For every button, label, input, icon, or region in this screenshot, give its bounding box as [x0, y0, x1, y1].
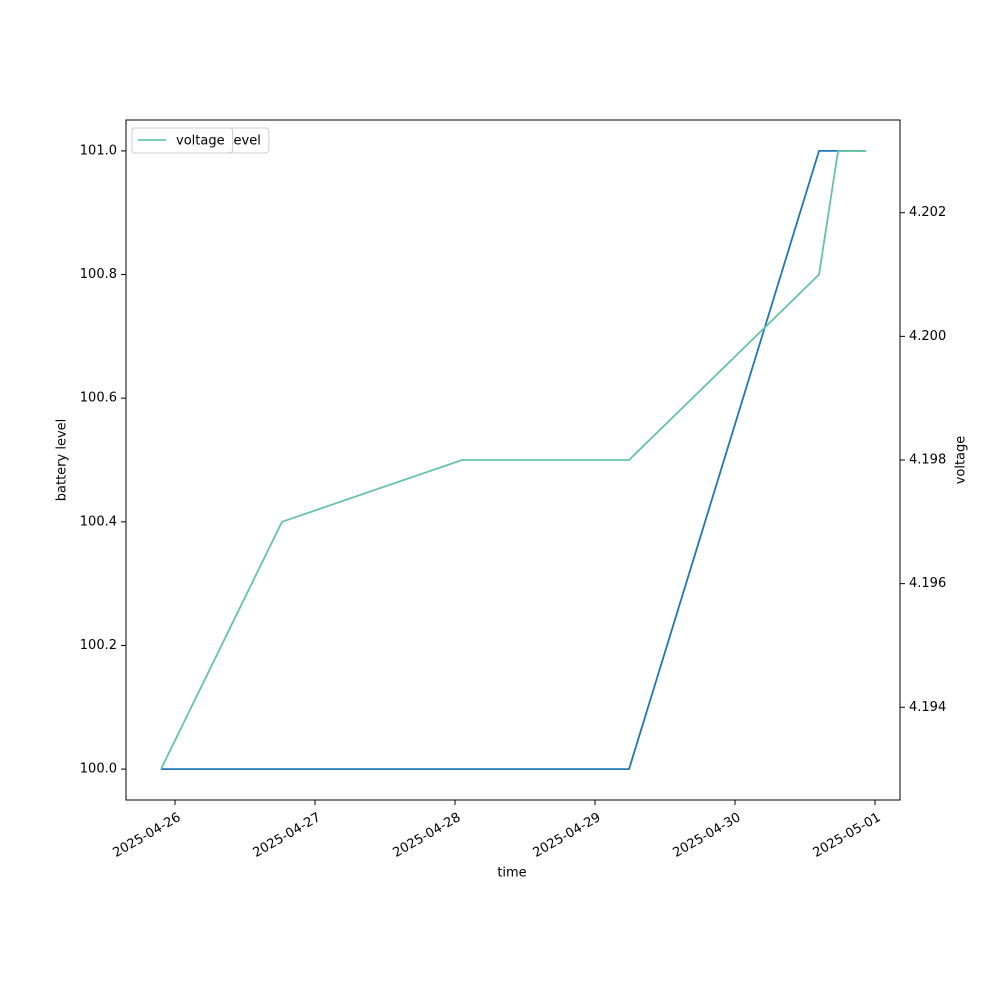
y2-tick-label: 4.194	[909, 700, 946, 715]
y2-tick-label: 4.196	[909, 576, 946, 591]
x-tick-label: 2025-04-30	[670, 810, 743, 861]
legend-box	[131, 127, 234, 154]
y-axis-label: battery level	[55, 419, 70, 502]
x-axis-label: time	[497, 866, 526, 881]
y-tick-label: 100.8	[80, 267, 117, 282]
y2-tick-label: 4.202	[909, 205, 946, 220]
series-line	[160, 150, 867, 770]
plot-frame	[125, 119, 901, 801]
y-tick-label: 100.4	[80, 514, 117, 529]
x-tick-label: 2025-04-28	[390, 810, 463, 861]
legend: voltage	[131, 127, 234, 154]
x-tick-label: 2025-04-26	[110, 810, 183, 861]
y2-tick-label: 4.200	[909, 329, 946, 344]
x-tick-label: 2025-04-27	[250, 810, 323, 861]
y2-tick-label: 4.198	[909, 453, 946, 468]
y2-axis-label: voltage	[954, 436, 969, 485]
x-tick-label: 2025-04-29	[530, 810, 603, 861]
y-tick-label: 100.2	[80, 638, 117, 653]
x-tick-label: 2025-05-01	[810, 810, 883, 861]
y-tick-label: 100.0	[80, 762, 117, 777]
y-tick-label: 100.6	[80, 391, 117, 406]
y-tick-label: 101.0	[80, 143, 117, 158]
legend-label: voltage	[176, 134, 225, 149]
